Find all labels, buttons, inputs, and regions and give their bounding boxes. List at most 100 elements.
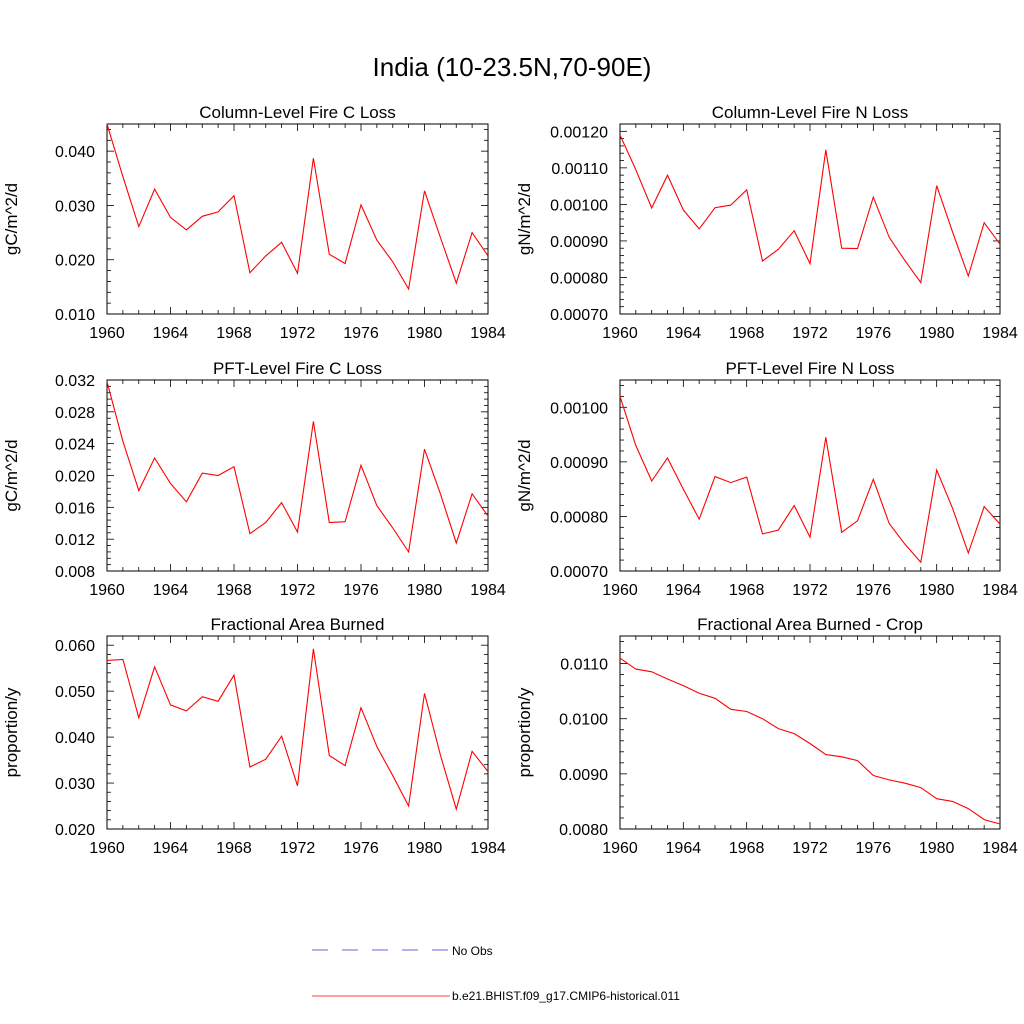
x-tick-label: 1984 bbox=[982, 582, 1018, 599]
x-tick-label: 1964 bbox=[666, 325, 702, 342]
x-tick-label: 1968 bbox=[216, 840, 252, 857]
y-tick-label: 0.0090 bbox=[559, 767, 608, 784]
panel-title: Column-Level Fire C Loss bbox=[199, 103, 396, 122]
chart-panel-6: Fractional Area Burned - Crop proportion/… bbox=[515, 615, 1018, 857]
x-tick-label: 1964 bbox=[666, 840, 702, 857]
chart-panel-2: Column-Level Fire N Loss gN/m^2/d 1960 1964… bbox=[515, 103, 1018, 342]
plot-frame bbox=[619, 123, 1001, 315]
x-tick-label: 1984 bbox=[470, 582, 506, 599]
y-tick-label: 0.032 bbox=[55, 373, 95, 390]
x-tick-label: 1960 bbox=[89, 840, 125, 857]
y-tick-label: 0.010 bbox=[55, 307, 95, 324]
x-tick-label: 1980 bbox=[919, 840, 955, 857]
x-tick-label: 1976 bbox=[856, 840, 892, 857]
x-tick-label: 1980 bbox=[407, 325, 443, 342]
y-tick-label: 0.00070 bbox=[550, 564, 608, 581]
legend-model-label: b.e21.BHIST.f09_g17.CMIP6-historical.011 bbox=[452, 989, 680, 1003]
y-tick-label: 0.020 bbox=[55, 469, 95, 486]
chart-panel-1: Column-Level Fire C Loss gC/m^2/d 1960 1964… bbox=[2, 103, 506, 342]
chart-panel-5: Fractional Area Burned proportion/y 1960 19… bbox=[2, 615, 506, 857]
y-tick-label: 0.00080 bbox=[550, 509, 608, 526]
x-tick-label: 1968 bbox=[729, 840, 765, 857]
legend-obs-label: No Obs bbox=[452, 944, 493, 958]
y-tick-label: 0.016 bbox=[55, 500, 95, 517]
x-tick-label: 1984 bbox=[470, 325, 506, 342]
y-tick-label: 0.030 bbox=[55, 776, 95, 793]
y-tick-label: 0.00070 bbox=[550, 307, 608, 324]
x-tick-label: 1972 bbox=[280, 325, 316, 342]
y-tick-label: 0.050 bbox=[55, 684, 95, 701]
x-tick-label: 1976 bbox=[856, 582, 892, 599]
y-tick-label: 0.0080 bbox=[559, 822, 608, 839]
x-tick-label: 1964 bbox=[666, 582, 702, 599]
y-tick-label: 0.040 bbox=[55, 730, 95, 747]
x-tick-label: 1972 bbox=[792, 582, 828, 599]
y-tick-label: 0.00100 bbox=[550, 197, 608, 214]
x-tick-label: 1972 bbox=[280, 840, 316, 857]
series-line bbox=[619, 134, 1001, 284]
x-tick-label: 1980 bbox=[407, 582, 443, 599]
y-axis-label: gC/m^2/d bbox=[2, 183, 21, 255]
chart-panel-4: PFT-Level Fire N Loss gN/m^2/d 1960 1964 196… bbox=[515, 359, 1018, 599]
x-tick-label: 1972 bbox=[280, 582, 316, 599]
plot-frame bbox=[106, 379, 489, 572]
x-tick-label: 1980 bbox=[919, 582, 955, 599]
series-line bbox=[106, 381, 489, 554]
x-tick-label: 1976 bbox=[343, 325, 379, 342]
y-tick-label: 0.00100 bbox=[550, 400, 608, 417]
chart-panel-3: PFT-Level Fire C Loss gC/m^2/d 1960 1964 196… bbox=[2, 359, 506, 599]
x-tick-label: 1968 bbox=[729, 582, 765, 599]
x-tick-label: 1984 bbox=[470, 840, 506, 857]
y-tick-label: 0.00120 bbox=[550, 124, 608, 141]
x-tick-label: 1960 bbox=[602, 325, 638, 342]
panel-title: Column-Level Fire N Loss bbox=[712, 103, 909, 122]
y-axis-label: gC/m^2/d bbox=[2, 439, 21, 511]
y-tick-label: 0.020 bbox=[55, 822, 95, 839]
x-tick-label: 1960 bbox=[602, 582, 638, 599]
panel-title: PFT-Level Fire C Loss bbox=[213, 359, 382, 378]
panel-title: PFT-Level Fire N Loss bbox=[725, 359, 894, 378]
x-tick-label: 1976 bbox=[343, 840, 379, 857]
x-tick-label: 1980 bbox=[407, 840, 443, 857]
y-tick-label: 0.060 bbox=[55, 638, 95, 655]
series-line bbox=[106, 648, 489, 812]
x-tick-label: 1972 bbox=[792, 840, 828, 857]
y-tick-label: 0.00090 bbox=[550, 234, 608, 251]
series-line bbox=[106, 123, 489, 291]
x-tick-label: 1972 bbox=[792, 325, 828, 342]
y-tick-label: 0.00110 bbox=[551, 161, 608, 178]
y-tick-label: 0.0100 bbox=[559, 712, 608, 729]
panel-title: Fractional Area Burned - Crop bbox=[697, 615, 923, 634]
x-tick-label: 1984 bbox=[982, 840, 1018, 857]
y-axis-label: gN/m^2/d bbox=[515, 183, 534, 255]
y-tick-label: 0.030 bbox=[55, 198, 95, 215]
y-tick-label: 0.008 bbox=[55, 564, 95, 581]
y-tick-label: 0.020 bbox=[55, 253, 95, 270]
series-line bbox=[619, 396, 1001, 564]
x-tick-label: 1960 bbox=[602, 840, 638, 857]
x-tick-label: 1968 bbox=[216, 582, 252, 599]
panel-title: Fractional Area Burned bbox=[211, 615, 385, 634]
y-tick-label: 0.012 bbox=[55, 532, 95, 549]
x-tick-label: 1976 bbox=[343, 582, 379, 599]
x-tick-label: 1964 bbox=[153, 840, 189, 857]
x-tick-label: 1964 bbox=[153, 325, 189, 342]
y-axis-label: proportion/y bbox=[2, 687, 21, 777]
x-tick-label: 1968 bbox=[216, 325, 252, 342]
x-tick-label: 1960 bbox=[89, 582, 125, 599]
plot-frame bbox=[106, 635, 489, 830]
y-tick-label: 0.0110 bbox=[560, 657, 608, 674]
x-tick-label: 1980 bbox=[919, 325, 955, 342]
y-tick-label: 0.00080 bbox=[550, 270, 608, 287]
figure-title: India (10-23.5N,70-90E) bbox=[373, 52, 652, 82]
x-tick-label: 1964 bbox=[153, 582, 189, 599]
y-axis-label: gN/m^2/d bbox=[515, 439, 534, 511]
x-tick-label: 1968 bbox=[729, 325, 765, 342]
x-tick-label: 1984 bbox=[982, 325, 1018, 342]
panels-grid: Column-Level Fire C Loss gC/m^2/d 1960 1964… bbox=[2, 103, 1018, 857]
y-tick-label: 0.024 bbox=[55, 437, 95, 454]
series-line bbox=[619, 657, 1001, 825]
y-tick-label: 0.040 bbox=[55, 144, 95, 161]
x-tick-label: 1960 bbox=[89, 325, 125, 342]
